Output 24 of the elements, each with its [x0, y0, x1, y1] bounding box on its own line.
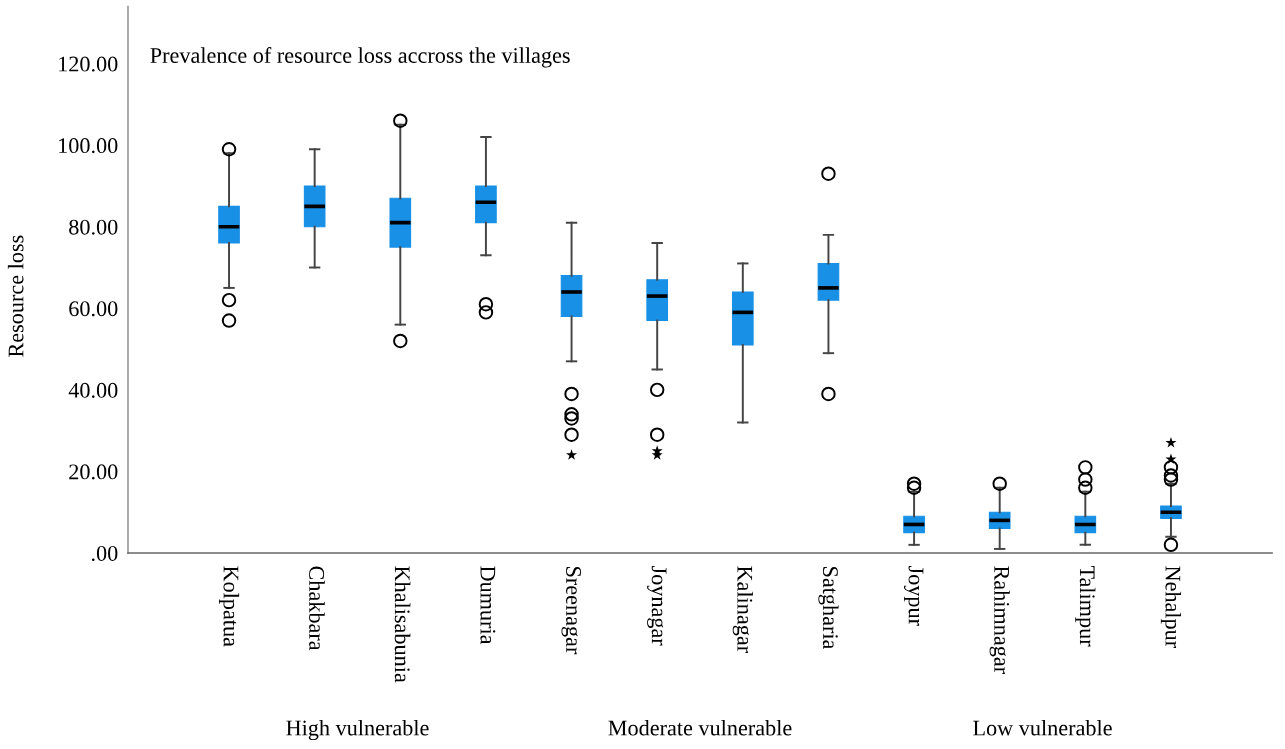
y-tick-label: 120.00: [59, 56, 118, 72]
x-tick-label: Rahimnagar: [989, 566, 1010, 674]
y-tick-label: .00: [91, 545, 118, 562]
text: Moderate vulnerable: [608, 719, 792, 736]
x-tick-label: Dumuria: [480, 566, 496, 645]
x-tick-label: Nehalpur: [1160, 566, 1182, 648]
y-tick-label: 80.00: [69, 219, 118, 235]
text: High vulnerable: [286, 719, 429, 741]
x-tick-label: Joynagar: [647, 565, 667, 646]
y-axis-title: Resource loss: [7, 235, 24, 357]
x-tick-label: Sreenagar: [561, 566, 581, 655]
x-tick-label: Kolpatua: [218, 566, 240, 647]
y-tick-label: 60.00: [69, 301, 118, 317]
x-tick-label: Chakbara: [309, 566, 325, 651]
x-tick-label: Joypur: [904, 565, 924, 626]
x-tick-label: Satgharia: [818, 566, 839, 650]
x-tick-label: Khalisabunia: [394, 566, 411, 683]
x-tick-label: Talimpur: [1075, 565, 1096, 647]
y-tick-label: 40.00: [68, 382, 118, 398]
y-tick-label: 20.00: [69, 464, 118, 480]
text: Prevalence of resource loss accross the villages: [150, 47, 570, 68]
x-tick-label: Kalinagar: [732, 566, 753, 653]
text: Low vulnerable: [973, 719, 1112, 736]
y-tick-label: 100.00: [59, 138, 118, 154]
